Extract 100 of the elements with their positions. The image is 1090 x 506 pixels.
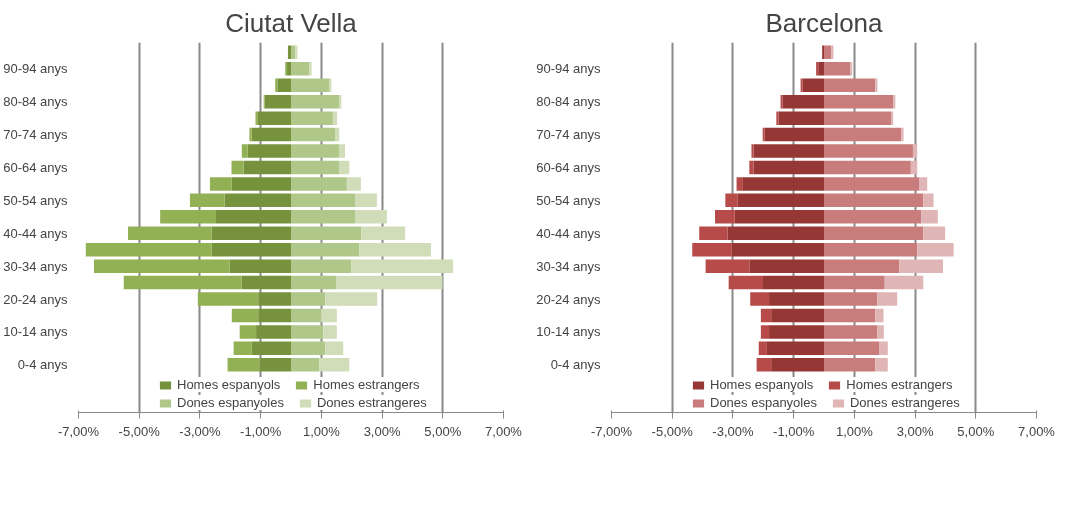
bar (216, 210, 291, 224)
bar (189, 193, 225, 208)
bar (875, 358, 888, 372)
bar (351, 259, 454, 273)
legend-label: Homes espanyols (710, 377, 814, 392)
bar (259, 358, 291, 372)
bar (277, 78, 291, 92)
legend-label: Dones espanyoles (177, 395, 284, 410)
bar (877, 292, 898, 306)
bar (824, 127, 902, 142)
bar (750, 292, 770, 306)
bar (211, 226, 291, 240)
bar (160, 210, 217, 224)
bar (346, 177, 361, 191)
bar (233, 341, 252, 356)
y-tick-label: 50-54 anys (536, 192, 601, 208)
bar (251, 127, 291, 142)
bar (824, 292, 878, 306)
bar (224, 193, 291, 208)
bar (879, 341, 888, 356)
bar (749, 160, 754, 175)
bar (291, 144, 339, 158)
bar (291, 259, 352, 273)
bar (291, 210, 356, 224)
bar (291, 127, 336, 142)
bar (332, 111, 338, 125)
bar (875, 308, 884, 323)
bar (123, 275, 242, 290)
bar (251, 341, 291, 356)
bar (127, 226, 212, 240)
x-tick-label: -7,00% (57, 423, 100, 439)
x-tick-label: 3,00% (363, 423, 401, 439)
bar (751, 144, 754, 158)
bar (727, 226, 824, 240)
y-tick-label: 60-64 anys (3, 159, 68, 175)
y-tick-label: 30-34 anys (3, 258, 68, 274)
bar (692, 242, 732, 257)
x-tick-label: 1,00% (302, 423, 341, 439)
bar (247, 144, 291, 158)
bar (231, 177, 291, 191)
bar (824, 275, 885, 290)
bar (824, 62, 851, 76)
bar (249, 127, 252, 142)
bar (731, 242, 824, 257)
bar (762, 275, 824, 290)
y-tick-label: 40-44 anys (3, 225, 68, 241)
x-tick-label: 3,00% (896, 423, 934, 439)
bar (760, 325, 770, 339)
bar (749, 259, 824, 273)
bar (899, 259, 943, 273)
bar (728, 275, 763, 290)
bar (287, 45, 291, 60)
bar (231, 160, 244, 175)
bar (737, 193, 824, 208)
x-tick-label: -1,00% (240, 423, 282, 439)
bar (802, 78, 824, 92)
legend-label: Dones espanyoles (710, 395, 817, 410)
y-tick-label: 70-74 anys (3, 127, 68, 143)
bar (291, 177, 347, 191)
y-tick-label: 40-44 anys (536, 225, 601, 241)
legend-label: Homes espanyols (177, 377, 281, 392)
x-tick-label: 1,00% (835, 423, 874, 439)
bar (771, 358, 824, 372)
bar (824, 94, 894, 109)
bar (335, 127, 340, 142)
bar (258, 292, 291, 306)
bar (291, 358, 320, 372)
bar (875, 78, 878, 92)
bar (275, 78, 278, 92)
bar (291, 160, 339, 175)
bar (291, 111, 333, 125)
bar (705, 259, 750, 273)
bar (699, 226, 728, 240)
x-tick-label: -5,00% (118, 423, 161, 439)
bar (831, 45, 834, 60)
bar (291, 62, 310, 76)
x-tick-label: 5,00% (424, 423, 462, 439)
x-tick-label: 7,00% (485, 423, 523, 439)
bar (291, 78, 330, 92)
bar (824, 358, 876, 372)
bar (258, 308, 291, 323)
bar (291, 341, 326, 356)
y-tick-label: 10-14 anys (536, 324, 601, 340)
bar (355, 193, 377, 208)
bar (239, 325, 257, 339)
bar (877, 325, 884, 339)
bar (295, 45, 298, 60)
bar (361, 226, 406, 240)
bar (824, 341, 880, 356)
bar (736, 177, 743, 191)
bar (241, 144, 248, 158)
bar (211, 242, 291, 257)
legend-label: Dones estrangeres (316, 395, 427, 410)
bar (742, 177, 824, 191)
bar (923, 226, 946, 240)
bar (291, 292, 326, 306)
x-tick-label: 5,00% (957, 423, 995, 439)
x-tick-label: -5,00% (651, 423, 694, 439)
bar (771, 308, 824, 323)
bar (227, 358, 260, 372)
